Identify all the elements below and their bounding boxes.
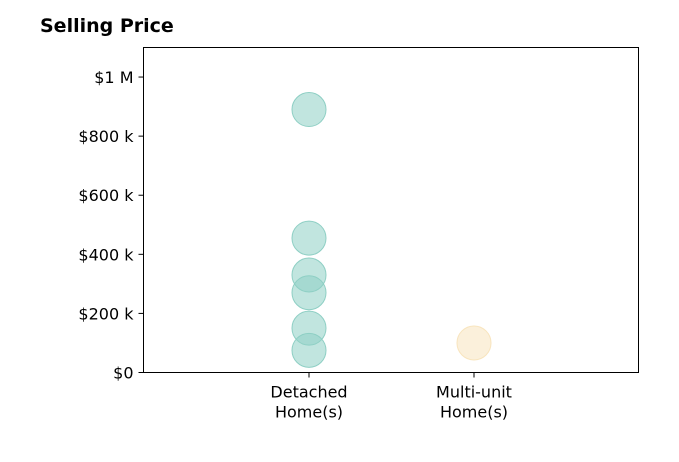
data-point (291, 220, 327, 256)
y-tick-label: $800 k (78, 127, 134, 146)
data-point (291, 275, 327, 311)
x-axis: Detached Home(s) Multi-unit Home(s) (270, 372, 512, 422)
data-point (456, 325, 492, 361)
data-point (291, 92, 327, 128)
y-tick-label: $200 k (78, 304, 134, 323)
y-tick-label: $600 k (78, 186, 134, 205)
y-axis: $0 $200 k $400 k $600 k $800 k $1 M (78, 68, 144, 383)
data-points (291, 92, 492, 368)
x-tick-label: Multi-unit Home(s) (436, 383, 512, 422)
x-tick-label: Detached Home(s) (270, 383, 347, 422)
y-tick-label: $400 k (78, 245, 134, 264)
y-tick-label: $1 M (94, 68, 133, 87)
y-tick-label: $0 (113, 364, 133, 383)
data-point (291, 332, 327, 368)
chart-title: Selling Price (40, 15, 174, 37)
plot-area (143, 47, 639, 373)
